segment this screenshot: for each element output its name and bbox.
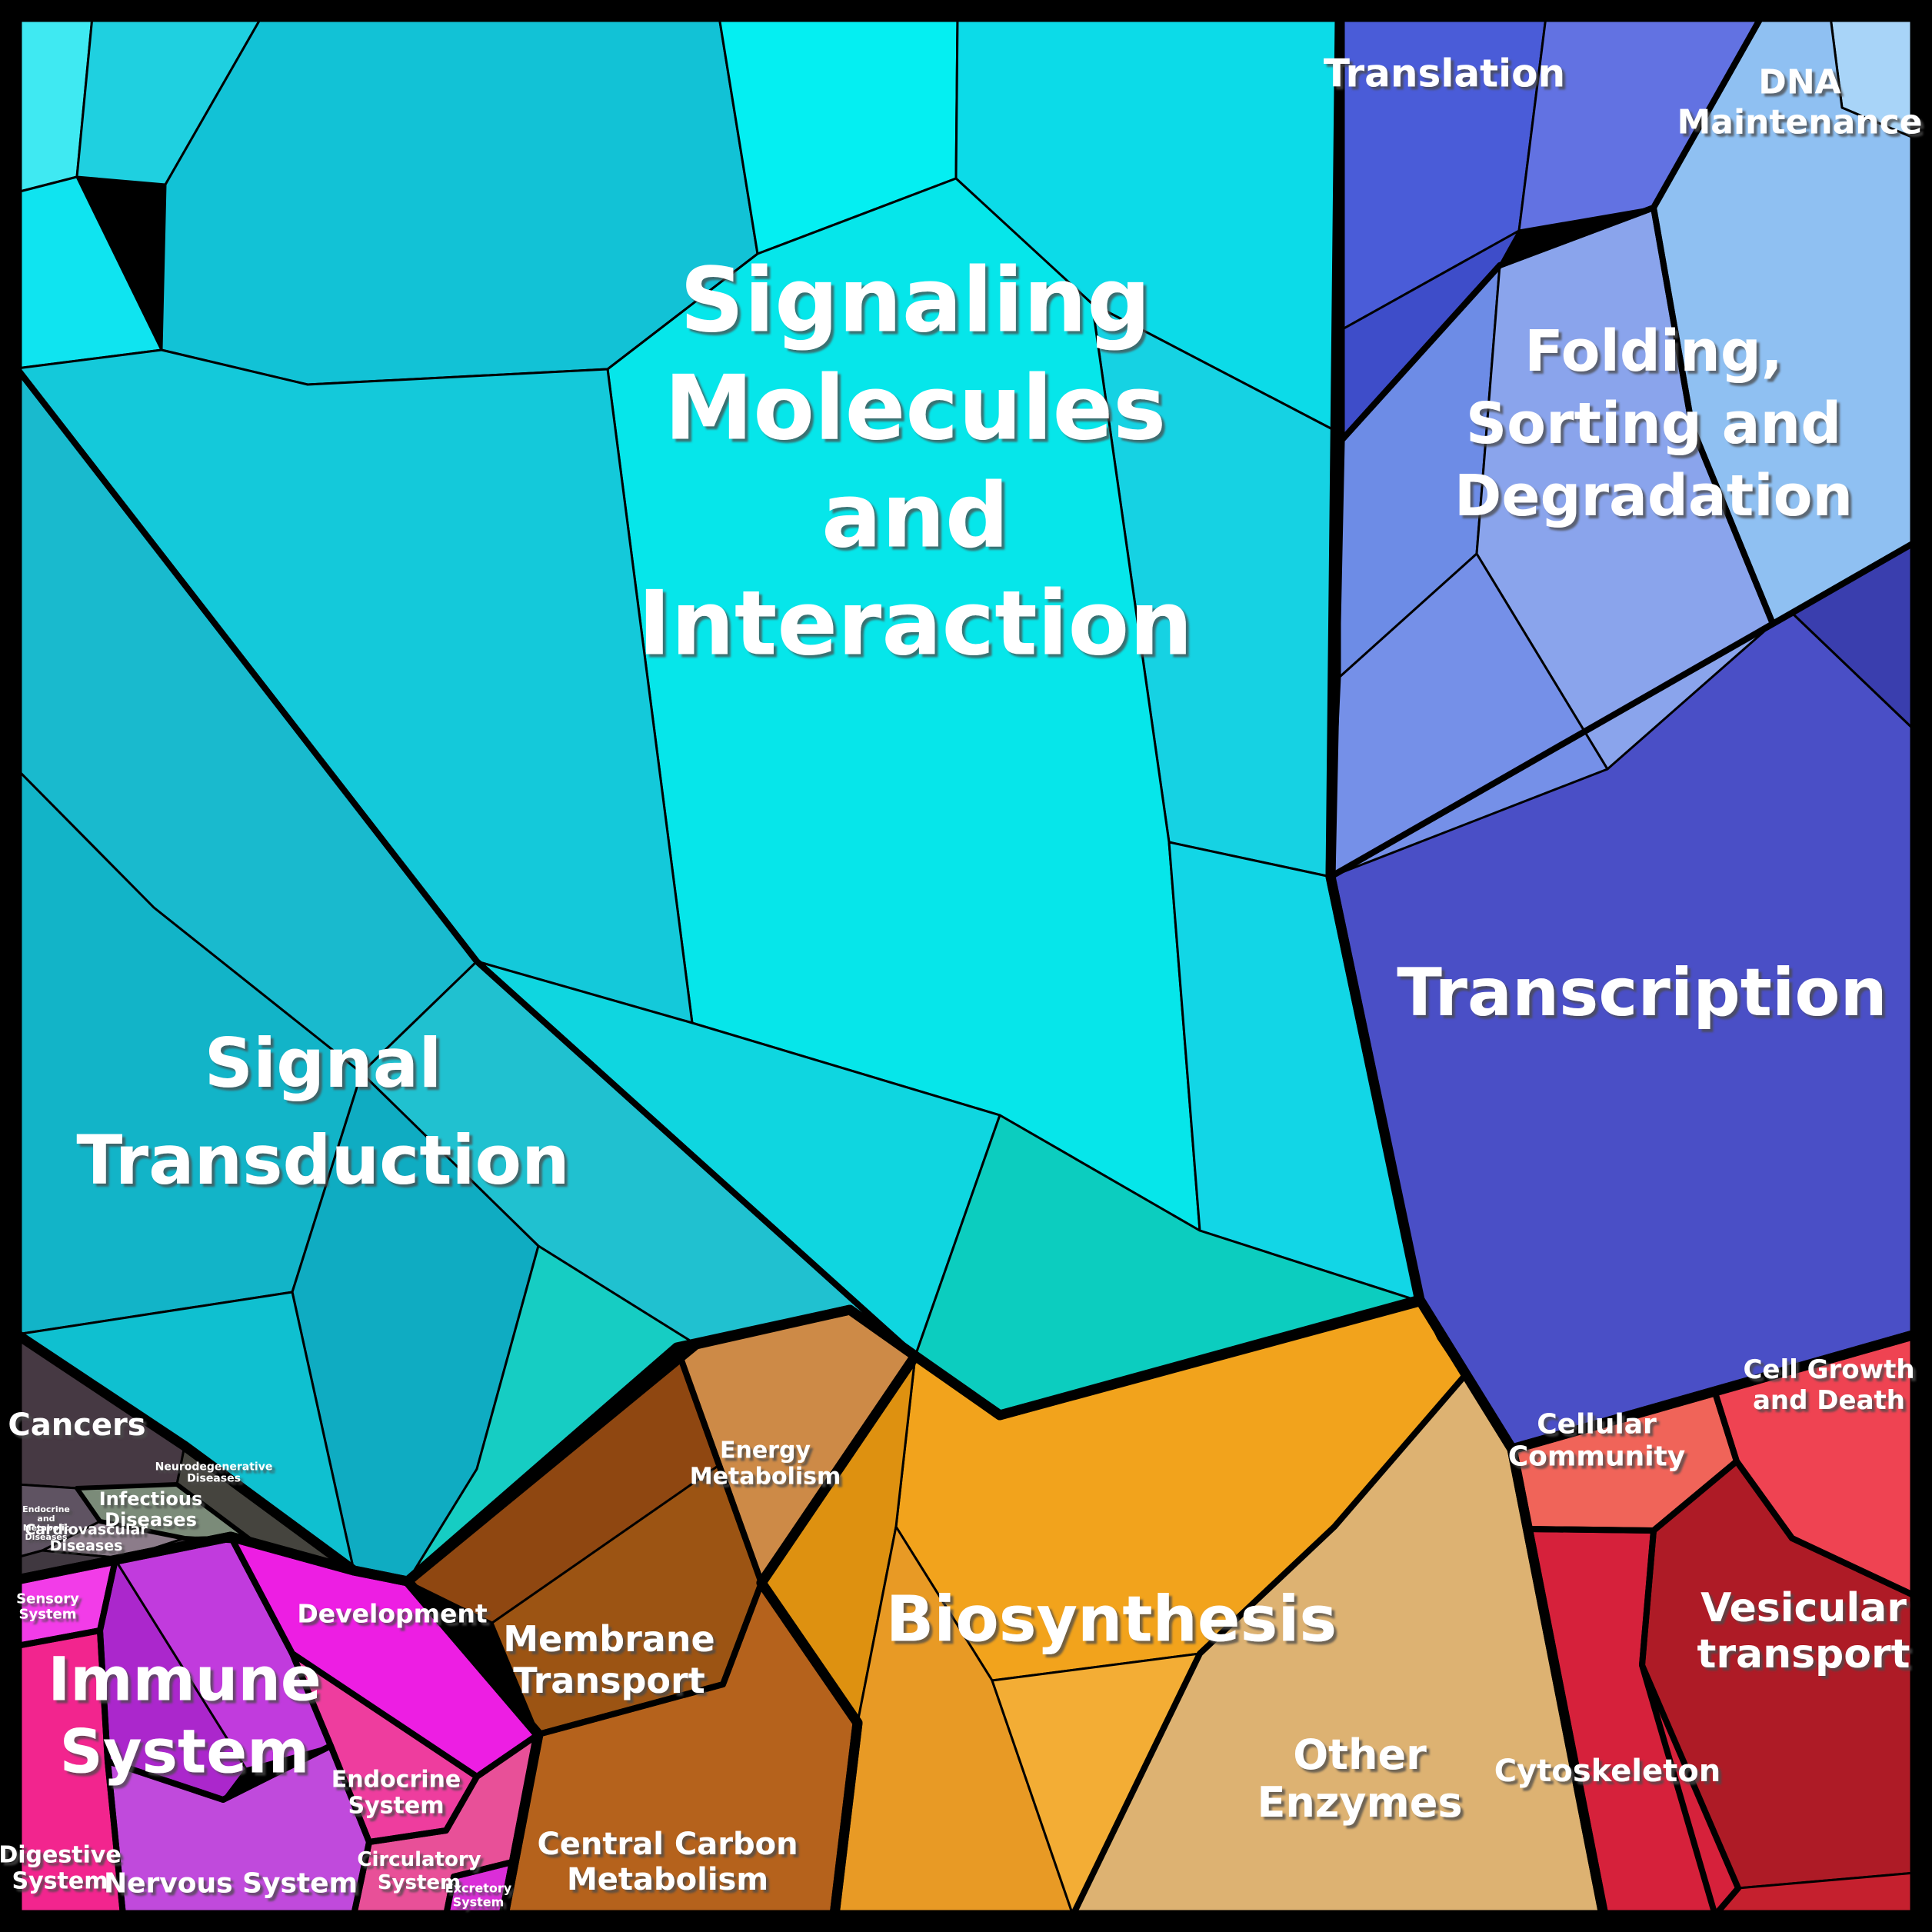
label-vesicular-line-1: Vesicular — [1700, 1585, 1907, 1631]
label-other-enzymes-line-1: Other — [1293, 1730, 1427, 1779]
label-digestive-line-2: System — [12, 1868, 108, 1895]
label-neurodegenerative: Neurodegenerative Diseases — [155, 1461, 273, 1484]
label-cellular-community-line-1: Cellular — [1537, 1409, 1657, 1441]
label-endocrine-line-1: Endocrine — [331, 1767, 461, 1794]
label-signal-transduction-line-1: Signal — [205, 1024, 442, 1103]
label-endocrine-metabolic-line-3: Metabolic — [23, 1523, 70, 1533]
label-endocrine-metabolic-line-4: Diseases — [25, 1532, 68, 1542]
label-signaling-molecules: Signaling Molecules and Interaction — [638, 249, 1193, 676]
label-signaling-molecules-line-4: Interaction — [638, 572, 1193, 676]
label-nervous-line-1: Nervous System — [104, 1868, 358, 1900]
label-circulatory: Circulatory System — [357, 1848, 481, 1894]
label-excretory-line-1: Excretory — [445, 1881, 512, 1896]
label-other-enzymes-line-2: Enzymes — [1257, 1778, 1463, 1827]
label-dna-maintenance-line-1: DNA — [1758, 62, 1840, 102]
label-circulatory-line-1: Circulatory — [357, 1848, 481, 1871]
label-cardiovascular-line-1: Cardiovascular — [25, 1521, 148, 1538]
label-endocrine-metabolic: Endocrine and Metabolic Diseases — [22, 1504, 70, 1542]
family-red-outline — [1507, 1329, 1920, 1920]
label-immune: Immune System — [48, 1645, 321, 1787]
label-membrane-transport-line-1: Membrane — [503, 1618, 715, 1660]
label-membrane-transport: Membrane Transport — [503, 1618, 715, 1701]
label-infectious: Infectious Diseases — [99, 1488, 203, 1531]
label-digestive-line-1: Digestive — [0, 1842, 122, 1869]
label-signal-transduction-line-2: Transduction — [76, 1121, 569, 1200]
label-neurodegenerative-line-2: Diseases — [187, 1472, 241, 1484]
label-biosynthesis-line-1: Biosynthesis — [886, 1584, 1337, 1657]
label-signaling-molecules-line-2: Molecules — [665, 357, 1166, 461]
label-neurodegenerative-line-1: Neurodegenerative — [155, 1461, 273, 1473]
label-folding-line-2: Sorting and — [1466, 391, 1841, 457]
label-endocrine-metabolic-line-2: and — [37, 1514, 55, 1524]
label-sensory-line-2: System — [19, 1606, 77, 1622]
label-infectious-line-2: Diseases — [105, 1509, 197, 1531]
label-digestive: Digestive System — [0, 1842, 122, 1895]
label-immune-line-1: Immune — [48, 1645, 321, 1714]
label-endocrine-metabolic-line-1: Endocrine — [22, 1504, 70, 1514]
label-cellular-community: Cellular Community — [1508, 1409, 1685, 1473]
label-sensory: Sensory System — [16, 1591, 79, 1622]
label-cellular-community-line-2: Community — [1508, 1441, 1685, 1473]
label-transcription-line-1: Transcription — [1397, 954, 1887, 1031]
label-folding-line-1: Folding, — [1524, 318, 1783, 385]
label-central-carbon-line-2: Metabolism — [567, 1862, 768, 1897]
label-development: Development — [297, 1599, 488, 1629]
label-endocrine-line-2: System — [348, 1793, 445, 1820]
label-excretory-line-2: System — [453, 1895, 505, 1910]
label-cell-growth: Cell Growth and Death — [1743, 1354, 1914, 1416]
label-dna-maintenance: DNA Maintenance — [1677, 62, 1922, 142]
region-outlines-layer — [12, 12, 1920, 1920]
label-infectious-line-1: Infectious — [99, 1488, 203, 1510]
label-transcription: Transcription — [1397, 954, 1887, 1031]
label-energy-metabolism-line-1: Energy — [720, 1437, 811, 1464]
label-other-enzymes: Other Enzymes — [1257, 1730, 1463, 1827]
label-vesicular: Vesicular transport — [1697, 1585, 1910, 1677]
label-energy-metabolism-line-2: Metabolism — [690, 1464, 841, 1491]
label-cardiovascular-line-2: Diseases — [50, 1537, 123, 1554]
label-central-carbon: Central Carbon Metabolism — [537, 1827, 798, 1897]
label-translation-line-1: Translation — [1324, 52, 1565, 96]
label-endocrine: Endocrine System — [331, 1767, 461, 1820]
label-vesicular-line-2: transport — [1697, 1631, 1910, 1677]
label-cancers: Cancers — [8, 1407, 145, 1443]
label-energy-metabolism: Energy Metabolism — [690, 1437, 841, 1491]
label-circulatory-line-2: System — [378, 1871, 461, 1894]
label-translation: Translation — [1324, 52, 1565, 96]
label-cardiovascular: Cardiovascular Diseases — [25, 1521, 148, 1554]
label-folding-line-3: Degradation — [1454, 463, 1853, 529]
label-folding: Folding, Sorting and Degradation — [1454, 318, 1853, 529]
label-cell-growth-line-1: Cell Growth — [1743, 1354, 1914, 1385]
label-cytoskeleton: Cytoskeleton — [1494, 1754, 1720, 1789]
cells-layer — [15, 15, 1917, 1917]
label-excretory: Excretory System — [445, 1881, 512, 1910]
label-development-line-1: Development — [297, 1599, 488, 1629]
label-nervous: Nervous System — [104, 1868, 358, 1900]
label-cytoskeleton-line-1: Cytoskeleton — [1494, 1754, 1720, 1789]
label-cancers-line-1: Cancers — [8, 1407, 145, 1443]
label-membrane-transport-line-2: Transport — [513, 1660, 705, 1701]
label-dna-maintenance-line-2: Maintenance — [1677, 102, 1922, 142]
label-signaling-molecules-line-1: Signaling — [680, 249, 1151, 353]
label-signaling-molecules-line-3: and — [821, 465, 1009, 568]
label-cell-growth-line-2: and Death — [1753, 1385, 1905, 1416]
label-signal-transduction: Signal Transduction — [76, 1024, 569, 1200]
label-biosynthesis: Biosynthesis — [886, 1584, 1337, 1657]
label-sensory-line-1: Sensory — [16, 1591, 79, 1607]
label-central-carbon-line-1: Central Carbon — [537, 1827, 798, 1862]
label-immune-line-2: System — [60, 1717, 310, 1787]
